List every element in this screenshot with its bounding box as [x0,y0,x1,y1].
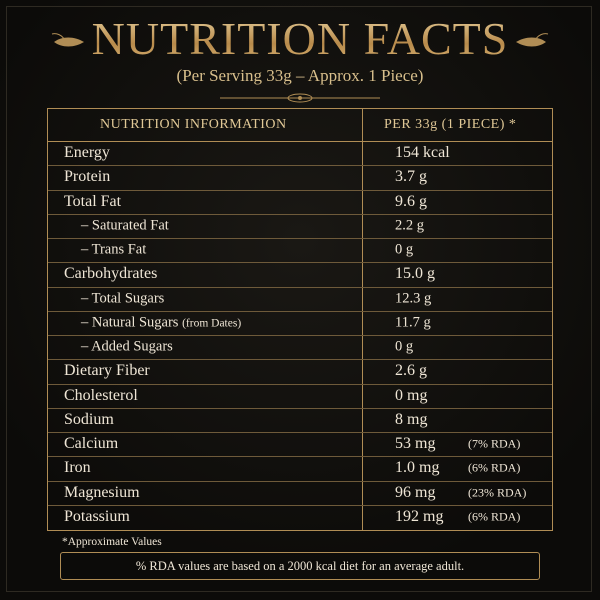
amount: 0 g [395,338,414,355]
label-text: – Added Sugars [81,338,173,355]
label-note: (from Dates) [182,317,242,330]
amount: 3.7 g [395,168,427,186]
label-text: Dietary Fiber [64,362,150,380]
amount: 192 mg [395,507,444,525]
rda: (23% RDA) [468,485,527,500]
ornament-right [516,33,549,47]
rda: (7% RDA) [468,436,521,451]
label-text: Protein [64,168,111,186]
rda: (6% RDA) [468,509,521,524]
table-row: Magnesium 96 mg (23% RDA) [48,481,552,506]
nutrient-label: Iron [64,459,91,477]
nutrient-label: – Natural Sugars (from Dates) [81,314,241,331]
amount: 8 mg [395,410,428,428]
amount: 96 mg [395,483,436,501]
nutrient-label: Magnesium [64,484,140,502]
label-text: Carbohydrates [64,265,158,283]
ornament-left [51,33,84,47]
amount: 0 mg [395,386,428,404]
label-text: Cholesterol [64,386,138,404]
table-row: Carbohydrates 15.0 g [48,262,552,288]
nutrient-label: – Total Sugars [81,290,164,307]
amount: 11.7 g [395,314,431,331]
nutrient-label: – Trans Fat [81,242,146,259]
table-row: Cholesterol 0 mg [48,384,552,409]
table-row: Iron 1.0 mg (6% RDA) [48,456,552,482]
label-text: – Saturated Fat [81,217,169,234]
nutrient-label: Cholesterol [64,387,138,405]
rda-note: % RDA values are based on a 2000 kcal di… [60,552,540,580]
label-text: Total Fat [64,192,122,210]
frame [6,6,592,592]
footnote: *Approximate Values [62,536,162,548]
nutrient-label: Calcium [64,435,118,453]
table-row: Sodium 8 mg [48,408,552,433]
title: NUTRITION FACTS [0,12,600,65]
column-header: NUTRITION INFORMATION [100,117,287,132]
label-text: Calcium [64,435,119,453]
rda: (6% RDA) [468,460,521,475]
amount: 1.0 mg [395,459,440,477]
amount: 53 mg [395,435,436,453]
table-row: Protein 3.7 g [48,165,552,191]
amount: 0 g [395,241,414,258]
table-row: Potassium 192 mg (6% RDA) [48,505,552,529]
nutrient-label: Energy [64,144,110,162]
nutrient-label: Protein [64,168,110,186]
table-row: Total Fat 9.6 g [48,190,552,215]
label-text: Iron [64,459,91,477]
table-row: – Total Sugars 12.3 g [48,287,552,312]
table-header: NUTRITION INFORMATION PER 33g (1 PIECE) … [48,109,552,142]
amount: 9.6 g [395,192,427,210]
table-row: – Trans Fat 0 g [48,238,552,264]
amount: 15.0 g [395,265,435,283]
table-row: Calcium 53 mg (7% RDA) [48,432,552,458]
amount: 2.6 g [395,362,427,380]
amount: 2.2 g [395,217,424,234]
label-text: – Trans Fat [81,241,147,258]
label-text: Magnesium [64,483,140,501]
table-row: – Saturated Fat 2.2 g [48,214,552,239]
nutrient-label: Total Fat [64,193,121,211]
subtitle: (Per Serving 33g – Approx. 1 Piece) [176,66,424,85]
label-text: Sodium [64,410,114,428]
column-header: PER 33g (1 PIECE) * [384,117,517,132]
label-text: Energy [64,144,110,162]
table-row: – Added Sugars 0 g [48,335,552,361]
label-text: – Total Sugars [81,290,165,307]
table-row: Dietary Fiber 2.6 g [48,359,552,385]
nutrient-label: Dietary Fiber [64,362,150,380]
nutrient-label: Carbohydrates [64,265,157,283]
nutrient-label: Potassium [64,508,130,526]
label-text: – Natural Sugars [81,314,179,331]
divider-ornament [220,93,380,103]
nutrient-label: – Saturated Fat [81,217,169,234]
nutrient-label: Sodium [64,411,114,429]
nutrient-label: – Added Sugars [81,339,173,356]
amount: 154 kcal [395,144,450,162]
nutrition-table: NUTRITION INFORMATION PER 33g (1 PIECE) … [47,108,553,531]
table-row: – Natural Sugars (from Dates) 11.7 g [48,311,552,336]
table-row: Energy 154 kcal [48,141,552,167]
label-text: Potassium [64,507,130,525]
amount: 12.3 g [395,290,432,307]
column-divider [362,109,363,530]
